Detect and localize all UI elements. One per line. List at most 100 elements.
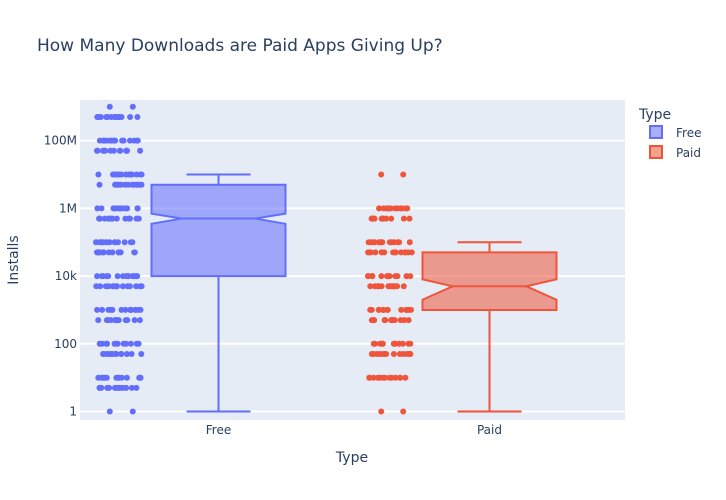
data-point-free [98,239,104,246]
y-tick-label: 100 [54,337,77,351]
data-point-paid [378,215,385,222]
data-point-paid [378,408,385,415]
data-point-free [122,317,129,324]
data-point-free [123,374,130,381]
x-axis-title: Type [335,450,368,466]
data-point-paid [400,408,407,415]
box-body-free [150,183,287,278]
data-point-free [119,283,126,290]
data-point-free [114,273,121,280]
data-point-free [105,283,112,290]
data-point-free [131,249,138,256]
data-point-free [128,384,135,391]
data-point-free [94,147,101,154]
data-point-paid [400,171,407,178]
y-tick-label: 1 [69,405,77,419]
y-tick-label: 1M [59,201,77,215]
data-point-free [129,103,136,110]
data-point-paid [403,205,410,212]
data-point-free [103,273,110,280]
data-point-free [103,340,110,347]
data-point-free [123,384,130,391]
data-point-paid [371,317,378,324]
data-point-free [134,205,141,212]
data-point-free [97,340,104,347]
data-point-paid [398,306,405,313]
data-point-paid [381,317,388,324]
data-point-free [114,283,120,290]
data-point-free [97,283,104,290]
data-point-free [103,317,110,324]
data-point-paid [381,249,388,256]
data-point-paid [394,273,401,280]
data-point-paid [405,317,412,324]
data-point-paid [405,249,412,256]
data-point-paid [370,351,377,357]
data-point-paid [380,374,387,381]
data-point-free [96,215,103,222]
data-point-free [126,171,133,178]
data-point-paid [407,340,414,347]
data-point-paid [397,374,404,381]
data-point-free [97,114,104,120]
data-point-free [95,317,102,324]
data-point-free [123,340,129,347]
data-point-free [101,215,108,222]
data-point-paid [375,374,382,381]
data-point-free [131,181,138,188]
data-point-free [107,215,113,222]
data-point-free [100,137,107,144]
data-point-free [113,317,120,324]
data-point-free [113,215,120,222]
data-point-free [118,181,125,188]
x-tick-label: Paid [477,423,502,437]
data-point-paid [396,239,403,246]
data-point-free [106,408,113,415]
data-point-free [131,273,138,280]
data-point-free [95,171,102,178]
data-point-free [93,239,100,246]
data-point-paid [406,215,413,222]
x-axis-ticks: Free Paid [206,423,502,437]
data-point-free [113,374,120,381]
legend-label-paid: Paid [676,146,701,160]
data-point-paid [388,215,395,222]
data-point-paid [372,249,379,256]
data-point-paid [378,171,385,178]
data-point-paid [367,306,374,313]
data-point-free [137,374,143,381]
data-point-paid [400,283,407,290]
data-point-free [127,114,134,120]
data-point-free [137,147,144,154]
data-point-free [131,317,138,324]
data-point-paid [375,306,382,313]
data-point-free [96,384,103,391]
data-point-free [138,351,145,357]
data-point-paid [370,340,377,347]
data-point-free [106,239,113,246]
data-point-paid [398,249,404,256]
data-point-free [100,351,107,357]
data-point-free [133,171,140,178]
data-point-paid [385,205,392,212]
data-point-free [127,306,134,313]
data-point-free [134,137,141,144]
data-point-free [118,351,125,357]
data-point-free [111,384,118,391]
data-point-free [133,215,140,222]
box-traces [150,173,558,413]
data-point-paid [367,249,374,256]
data-point-paid [378,273,385,280]
data-point-free [106,103,113,110]
data-point-free [113,351,120,357]
data-point-free [112,239,119,246]
data-point-free [133,384,140,391]
data-point-free [122,215,129,222]
x-tick-label: Free [206,423,231,437]
data-point-free [127,239,134,246]
box-body-paid [421,251,558,311]
data-point-paid [392,374,399,381]
data-point-free [109,249,116,256]
data-point-free [134,114,141,120]
